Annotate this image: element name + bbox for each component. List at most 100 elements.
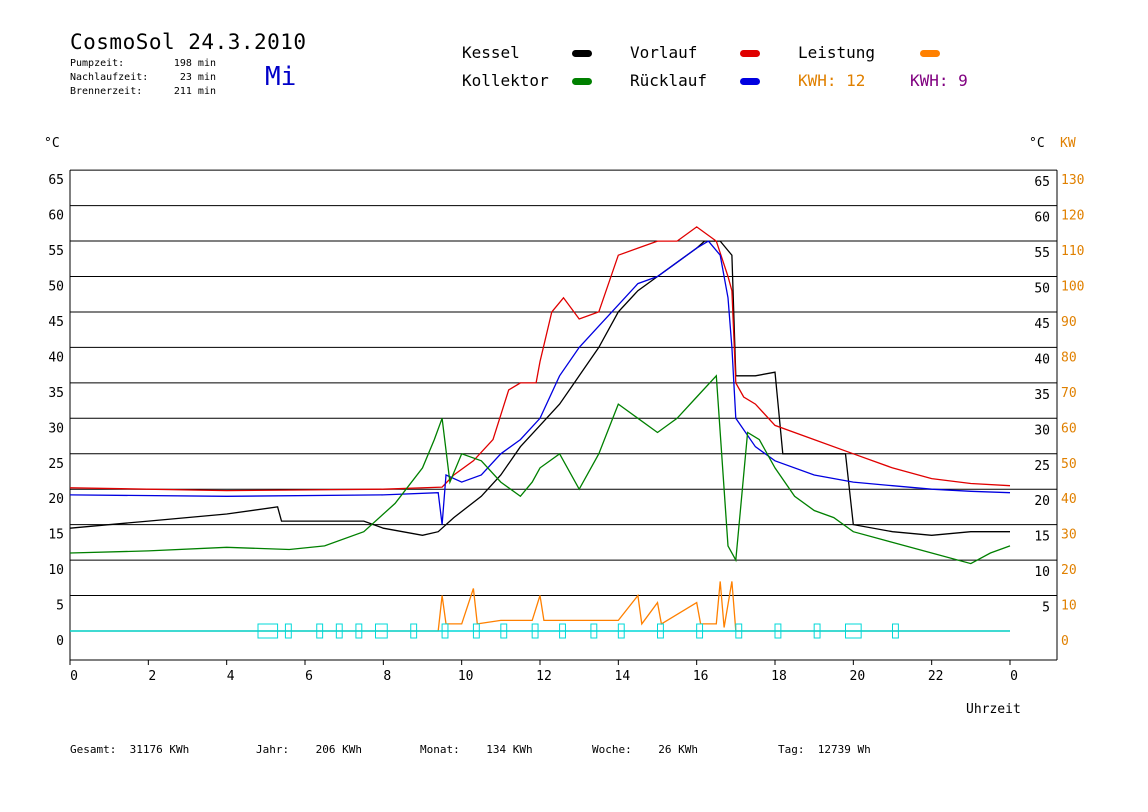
x-tick-label: 20 (850, 669, 866, 684)
pump-marker (335, 623, 343, 639)
legend-kollektor-swatch (572, 78, 592, 85)
footer-tag: Tag: 12739 Wh (778, 743, 871, 756)
pump-marker (284, 623, 292, 639)
pump-marker (441, 623, 449, 639)
x-tick-label: 18 (771, 669, 787, 684)
pump-marker (696, 623, 704, 639)
pump-marker (375, 623, 388, 639)
x-tick-label: 0 (1010, 669, 1018, 684)
stat-value: 198 min (173, 58, 216, 69)
legend-vorlauf-label: Vorlauf (630, 43, 698, 62)
y-tick-label-kw: 20 (1061, 563, 1077, 578)
y-tick-label-left: 30 (48, 421, 64, 436)
legend-ruecklauf-label: Rücklauf (630, 71, 708, 90)
footer-monat: Monat: 134 KWh (420, 743, 533, 756)
x-axis-label: Uhrzeit (966, 702, 1021, 717)
series-line-kollektor (69, 374, 1011, 565)
stat-nachlaufzeit: Nachlaufzeit: 23 min (70, 72, 216, 83)
legend-kessel-label: Kessel (462, 43, 520, 62)
x-tick-label: 6 (305, 669, 313, 684)
y-tick-label-right: 20 (1034, 494, 1050, 509)
footer-value: 12739 Wh (817, 743, 871, 756)
stat-value: 211 min (173, 86, 216, 97)
y-tick-label-right: 50 (1034, 282, 1050, 297)
x-tick-label: 0 (70, 669, 78, 684)
y-axis-unit-kw: KW (1060, 136, 1076, 151)
y-tick-label-kw: 80 (1061, 350, 1077, 365)
stat-label: Nachlaufzeit: (70, 72, 149, 83)
footer-label: Gesamt: (70, 743, 117, 756)
stat-label: Brennerzeit: (70, 86, 143, 97)
y-tick-label-right: 5 (1042, 601, 1050, 616)
series-line-leistung (70, 581, 1010, 632)
legend-vorlauf-swatch (740, 50, 760, 57)
footer-value: 134 KWh (486, 743, 533, 756)
legend-kwh-solar: KWH: 12 (798, 71, 865, 90)
x-tick-label: 2 (148, 669, 156, 684)
pump-marker (410, 623, 418, 639)
x-tick-label: 14 (615, 669, 631, 684)
pump-marker (657, 623, 664, 639)
y-tick-label-right: 45 (1034, 317, 1050, 332)
footer-value: 26 KWh (658, 743, 698, 756)
legend-ruecklauf-swatch (740, 78, 760, 85)
y-tick-label-left: 55 (48, 244, 64, 259)
kwh-value: 12 (846, 71, 866, 90)
x-tick-label: 4 (227, 669, 235, 684)
x-tick-label: 22 (928, 669, 944, 684)
y-tick-label-kw: 110 (1061, 244, 1084, 259)
pump-marker (892, 623, 899, 639)
y-tick-label-left: 45 (48, 315, 64, 330)
pump-marker (355, 623, 363, 639)
footer-woche: Woche: 26 KWh (592, 743, 698, 756)
y-tick-label-kw: 90 (1061, 315, 1077, 330)
pump-marker (735, 623, 743, 639)
y-axis-unit-left: °C (44, 136, 60, 151)
y-tick-label-left: 35 (48, 386, 64, 401)
chart-series (69, 226, 1011, 632)
y-tick-label-kw: 130 (1061, 173, 1084, 188)
y-tick-label-left: 25 (48, 457, 64, 472)
pump-marker (845, 623, 862, 639)
y-tick-label-right: 65 (1034, 175, 1050, 190)
pump-marker (257, 623, 279, 639)
series-line-vorlauf (69, 226, 1011, 492)
pump-marker (500, 623, 508, 639)
legend-kwh-heating: KWH: 9 (910, 71, 968, 90)
footer-label: Monat: (420, 743, 460, 756)
footer-jahr: Jahr: 206 KWh (256, 743, 362, 756)
y-tick-label-left: 5 (56, 599, 64, 614)
pump-marker (531, 623, 539, 639)
stat-brennerzeit: Brennerzeit: 211 min (70, 86, 216, 97)
y-tick-label-left: 60 (48, 209, 64, 224)
stat-value: 23 min (179, 72, 216, 83)
pump-markers (70, 623, 1010, 639)
y-tick-label-kw: 40 (1061, 492, 1077, 507)
series-line-kessel (69, 240, 1010, 536)
pump-marker (559, 623, 566, 639)
y-tick-label-right: 15 (1034, 530, 1050, 545)
legend-kollektor-label: Kollektor (462, 71, 549, 90)
pump-marker (472, 623, 480, 639)
y-tick-label-right: 40 (1034, 352, 1050, 367)
footer-gesamt: Gesamt: 31176 KWh (70, 743, 189, 756)
kwh-label: KWH: (910, 71, 949, 90)
legend-leistung-swatch (920, 50, 940, 57)
y-tick-label-left: 50 (48, 280, 64, 295)
y-axis-unit-right: °C (1029, 136, 1045, 151)
y-tick-label-right: 10 (1034, 565, 1050, 580)
pump-marker (617, 623, 625, 639)
y-tick-label-left: 15 (48, 528, 64, 543)
stat-label: Pumpzeit: (70, 58, 125, 69)
y-tick-label-right: 60 (1034, 211, 1050, 226)
x-tick-label: 16 (693, 669, 709, 684)
y-tick-label-kw: 70 (1061, 386, 1077, 401)
y-tick-label-left: 10 (48, 563, 64, 578)
footer-value: 206 KWh (315, 743, 362, 756)
pump-marker (316, 623, 324, 639)
x-tick-label: 12 (536, 669, 552, 684)
pump-marker (590, 623, 598, 639)
y-tick-label-kw: 60 (1061, 421, 1077, 436)
y-tick-label-left: 40 (48, 350, 64, 365)
kwh-label: KWH: (798, 71, 837, 90)
